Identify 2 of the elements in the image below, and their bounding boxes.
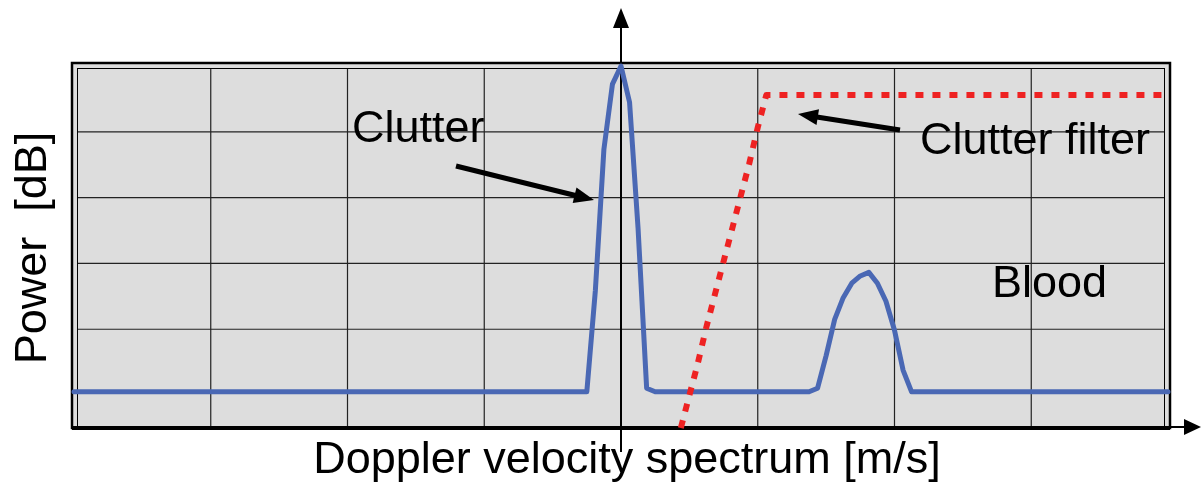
x-axis-title: Doppler velocity spectrum [m/s] xyxy=(313,432,941,483)
y-axis-title: Power [dB] xyxy=(5,131,56,365)
